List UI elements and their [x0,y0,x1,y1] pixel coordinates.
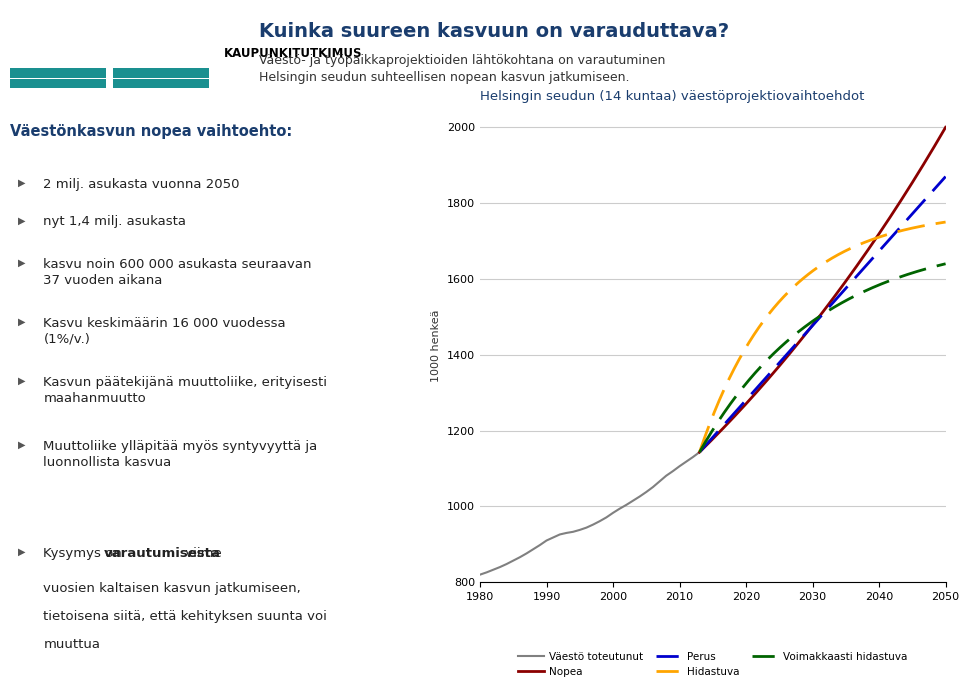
Text: Kuinka suureen kasvuun on varauduttava?: Kuinka suureen kasvuun on varauduttava? [259,22,730,41]
Text: vuosien kaltaisen kasvun jatkumiseen,: vuosien kaltaisen kasvun jatkumiseen, [43,582,301,594]
Text: Helsingin seudun (14 kuntaa) väestöprojektiovaihtoehdot: Helsingin seudun (14 kuntaa) väestöproje… [480,90,864,103]
Text: ▶: ▶ [18,258,26,268]
Text: ▶: ▶ [18,547,26,557]
Text: Kysymys on: Kysymys on [43,547,127,560]
Text: ▶: ▶ [18,178,26,188]
Bar [10,79,106,88]
Bar [113,68,209,78]
Text: Kasvu keskimäärin 16 000 vuodessa
(1%/v.): Kasvu keskimäärin 16 000 vuodessa (1%/v.… [43,317,286,346]
Text: ▶: ▶ [18,215,26,225]
Text: Muuttoliike ylläpitää myös syntyvyyttä ja
luonnollista kasvua: Muuttoliike ylläpitää myös syntyvyyttä j… [43,440,318,469]
Text: kasvu noin 600 000 asukasta seuraavan
37 vuoden aikana: kasvu noin 600 000 asukasta seuraavan 37… [43,258,312,287]
Text: KAUPUNKITUTKIMUS: KAUPUNKITUTKIMUS [224,47,362,60]
Text: ▶: ▶ [18,440,26,450]
Text: tietoisena siitä, että kehityksen suunta voi: tietoisena siitä, että kehityksen suunta… [43,610,327,623]
Bar [113,79,209,88]
Text: ▶: ▶ [18,317,26,327]
Text: nyt 1,4 milj. asukasta: nyt 1,4 milj. asukasta [43,215,186,228]
Text: 2 milj. asukasta vuonna 2050: 2 milj. asukasta vuonna 2050 [43,178,240,191]
Text: Väestönkasvun nopea vaihtoehto:: Väestönkasvun nopea vaihtoehto: [10,125,292,139]
Legend: Väestö toteutunut, Nopea, Perus, Hidastuva, Voimakkaasti hidastuva: Väestö toteutunut, Nopea, Perus, Hidastu… [514,648,912,677]
Text: viime: viime [180,547,222,560]
Bar [10,68,106,78]
Text: ▶: ▶ [18,376,26,386]
Y-axis label: 1000 henkeä: 1000 henkeä [431,309,442,382]
Text: muuttua: muuttua [43,638,101,651]
Text: Kasvun päätekijänä muuttoliike, erityisesti
maahanmuutto: Kasvun päätekijänä muuttoliike, erityise… [43,376,327,405]
Text: varautumisesta: varautumisesta [104,547,221,560]
Text: Väestö- ja työpaikkaprojektioiden lähtökohtana on varautuminen
Helsingin seudun : Väestö- ja työpaikkaprojektioiden lähtök… [259,54,665,84]
